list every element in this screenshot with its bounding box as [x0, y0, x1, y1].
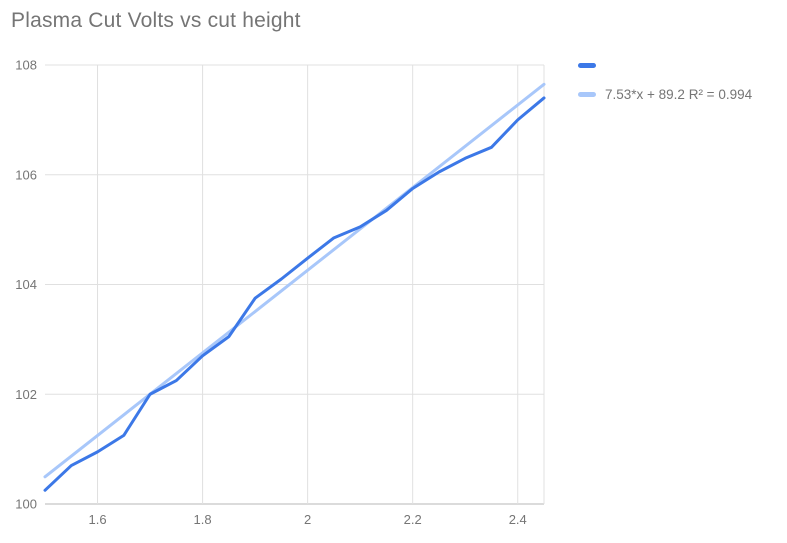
x-tick-label: 2 — [304, 512, 311, 527]
x-tick-label: 1.8 — [194, 512, 212, 527]
series-line — [43, 96, 546, 492]
legend-item-trendline: 7.53*x + 89.2 R² = 0.994 — [578, 86, 753, 102]
y-tick-label: 106 — [15, 167, 37, 182]
chart-title: Plasma Cut Volts vs cut height — [11, 9, 301, 32]
y-tick-label: 104 — [15, 277, 37, 292]
trendline — [43, 82, 546, 479]
y-tick-label: 102 — [15, 387, 37, 402]
chart-legend: 7.53*x + 89.2 R² = 0.994 — [578, 58, 752, 116]
legend-item-series — [578, 58, 752, 72]
x-tick-label: 2.2 — [404, 512, 422, 527]
x-tick-label: 2.4 — [509, 512, 527, 527]
series-swatch-icon — [578, 62, 596, 68]
y-tick-label: 108 — [15, 58, 37, 73]
x-tick-label: 1.6 — [88, 512, 106, 527]
y-tick-label: 100 — [15, 497, 37, 512]
trendline-swatch-icon — [578, 91, 596, 97]
trendline-equation-label: 7.53*x + 89.2 R² = 0.994 — [605, 86, 753, 102]
